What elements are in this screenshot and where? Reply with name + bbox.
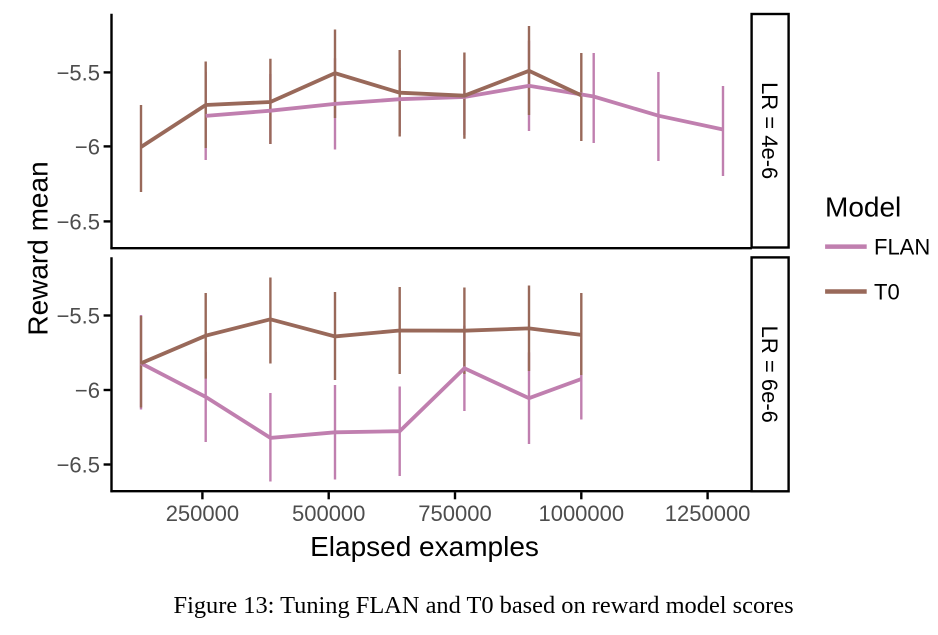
svg-text:500000: 500000	[292, 501, 365, 526]
svg-text:FLAN: FLAN	[874, 235, 930, 260]
svg-text:−6: −6	[75, 134, 100, 159]
svg-text:Elapsed examples: Elapsed examples	[310, 531, 539, 562]
svg-text:LR = 6e-6: LR = 6e-6	[757, 326, 782, 423]
svg-text:1000000: 1000000	[538, 501, 624, 526]
svg-text:1250000: 1250000	[665, 501, 751, 526]
svg-text:−5.5: −5.5	[57, 303, 100, 328]
svg-text:Model: Model	[825, 191, 901, 222]
svg-text:−6: −6	[75, 378, 100, 403]
svg-text:Reward mean: Reward mean	[23, 161, 54, 335]
svg-text:750000: 750000	[418, 501, 491, 526]
svg-text:−6.5: −6.5	[57, 209, 100, 234]
svg-text:Figure 13: Tuning FLAN and T0: Figure 13: Tuning FLAN and T0 based on r…	[174, 592, 794, 619]
svg-text:LR = 4e-6: LR = 4e-6	[757, 82, 782, 179]
svg-text:250000: 250000	[166, 501, 239, 526]
svg-text:−5.5: −5.5	[57, 60, 100, 85]
svg-text:−6.5: −6.5	[57, 452, 100, 477]
svg-text:T0: T0	[874, 279, 900, 304]
